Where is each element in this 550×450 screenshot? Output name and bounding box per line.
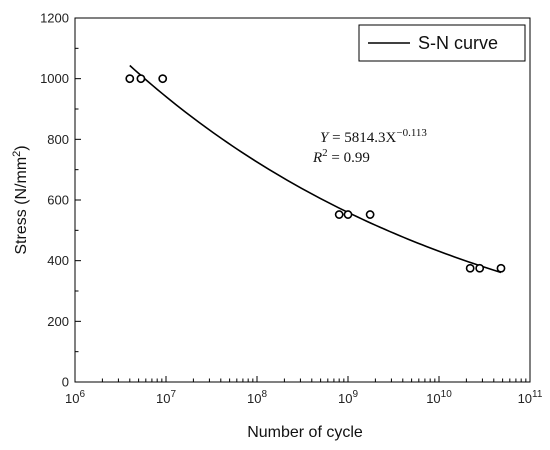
x-tick-label: 109 <box>338 389 358 406</box>
x-tick-label: 1011 <box>518 389 543 406</box>
y-tick-label: 200 <box>47 314 69 329</box>
plot-area-border <box>74 17 531 383</box>
y-tick-label: 1000 <box>40 71 69 86</box>
x-tick-label: 107 <box>156 389 176 406</box>
sn-fit-curve <box>129 64 502 274</box>
x-axis-title: Number of cycle <box>247 424 363 441</box>
data-point <box>465 263 475 273</box>
x-tick-label: 108 <box>247 389 267 406</box>
r-squared: R2 = 0.99 <box>312 147 370 166</box>
data-point <box>496 263 506 273</box>
fit-annotation: Y = 5814.3X−0.113 R2 = 0.99 <box>312 127 427 166</box>
data-point <box>136 74 146 84</box>
data-point <box>158 74 168 84</box>
data-point <box>334 210 344 219</box>
y-tick-label: 1200 <box>40 11 69 26</box>
data-point <box>475 263 485 273</box>
data-point <box>365 210 375 219</box>
data-point <box>343 210 353 219</box>
axis-ticks: 0 200 400 600 800 1000 1200 106 107 108 109 1010 101… <box>40 11 543 407</box>
y-tick-label: 600 <box>47 193 69 208</box>
plot-frame <box>74 17 531 383</box>
legend-label: S-N curve <box>418 33 498 53</box>
data-points <box>125 74 506 273</box>
fit-curve-layer <box>129 64 502 274</box>
fit-equation: Y = 5814.3X−0.113 <box>320 127 427 146</box>
x-tick-label: 1010 <box>426 389 452 406</box>
y-axis-title: Stress (N/mm2) <box>11 145 30 254</box>
y-tick-label: 0 <box>62 375 69 390</box>
y-tick-label: 400 <box>47 253 69 268</box>
y-tick-label: 800 <box>47 132 69 147</box>
data-point <box>125 74 135 84</box>
x-tick-label: 106 <box>65 389 85 406</box>
legend: S-N curve <box>358 24 526 62</box>
